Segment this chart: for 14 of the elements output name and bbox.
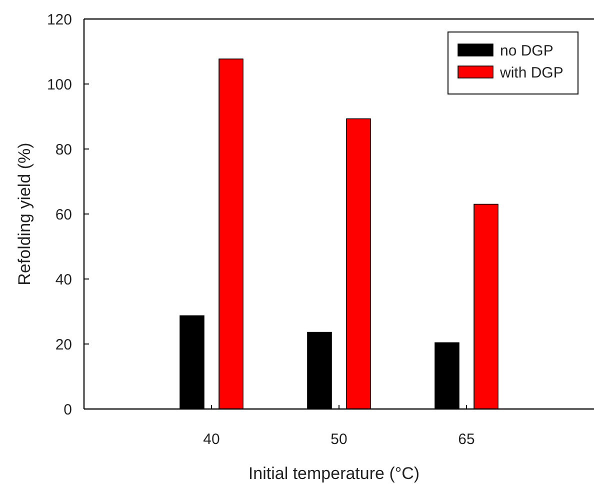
y-tick-label: 120 bbox=[46, 11, 72, 28]
legend-label: with DGP bbox=[499, 64, 564, 82]
x-tick-label: 50 bbox=[330, 431, 348, 448]
x-axis-title: Initial temperature (°C) bbox=[248, 464, 420, 483]
x-tick-label: 40 bbox=[203, 431, 220, 448]
y-tick-label: 80 bbox=[55, 141, 72, 158]
legend-label: no DGP bbox=[500, 42, 554, 60]
y-tick-label: 60 bbox=[55, 206, 72, 224]
y-tick-label: 100 bbox=[46, 76, 72, 94]
x-tick-label: 65 bbox=[458, 431, 475, 448]
y-axis-title: Refolding yield (%) bbox=[15, 142, 34, 286]
y-tick-label: 40 bbox=[55, 271, 72, 288]
y-tick-label: 0 bbox=[64, 401, 72, 418]
y-tick-label: 20 bbox=[55, 336, 72, 354]
